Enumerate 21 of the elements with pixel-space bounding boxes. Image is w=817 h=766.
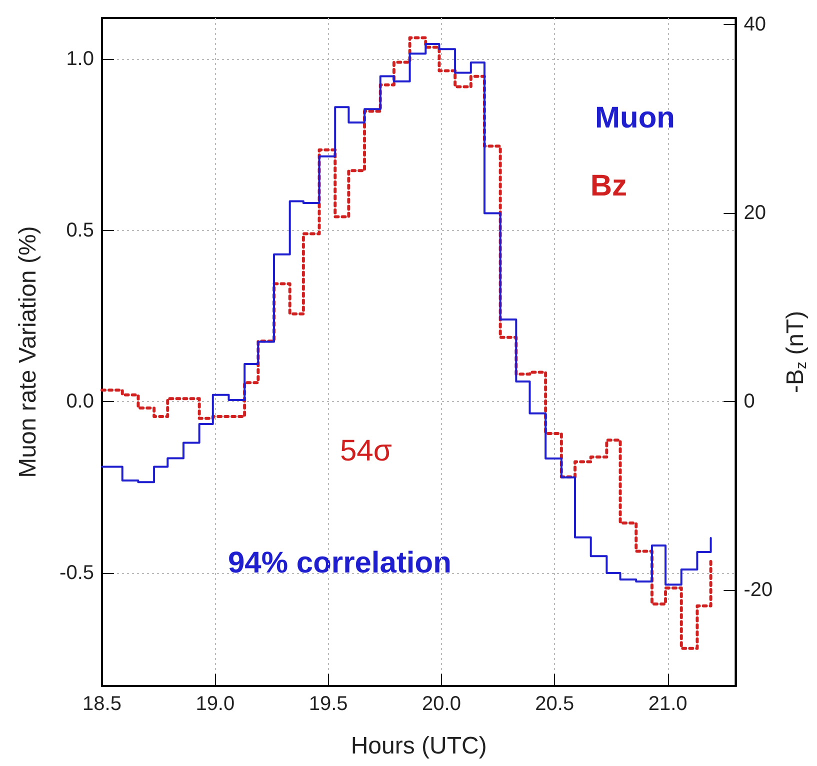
x-axis-title: Hours (UTC) <box>350 732 487 760</box>
x-tick-label: 20.5 <box>535 693 574 715</box>
y2-tick-label: 0 <box>744 390 755 412</box>
y2-tick-label: -20 <box>744 578 773 601</box>
text: Bz <box>590 170 628 202</box>
y-tick-label: 0.0 <box>66 390 94 413</box>
x-tick-label: 19.5 <box>308 693 348 715</box>
x-tick-label: 18.5 <box>82 693 122 715</box>
x-tick-label: 21.0 <box>648 693 688 715</box>
text: Muon <box>595 102 676 134</box>
annotation: 94% correlation <box>228 546 452 580</box>
x-tick-label: 19.0 <box>196 693 235 715</box>
annotation: 54σ <box>340 434 392 468</box>
y-tick-label: 0.5 <box>66 219 94 242</box>
y-tick-label: 1.0 <box>66 48 94 70</box>
y2-tick-label: 40 <box>744 14 766 36</box>
y-axis-title: Muon rate Variation (%) <box>14 226 42 478</box>
y-tick-label: -0.5 <box>60 562 94 584</box>
y2-axis-title: -Bz (nT) <box>782 310 810 394</box>
x-tick-label: 20.0 <box>422 693 461 715</box>
y2-tick-label: 20 <box>744 202 766 224</box>
